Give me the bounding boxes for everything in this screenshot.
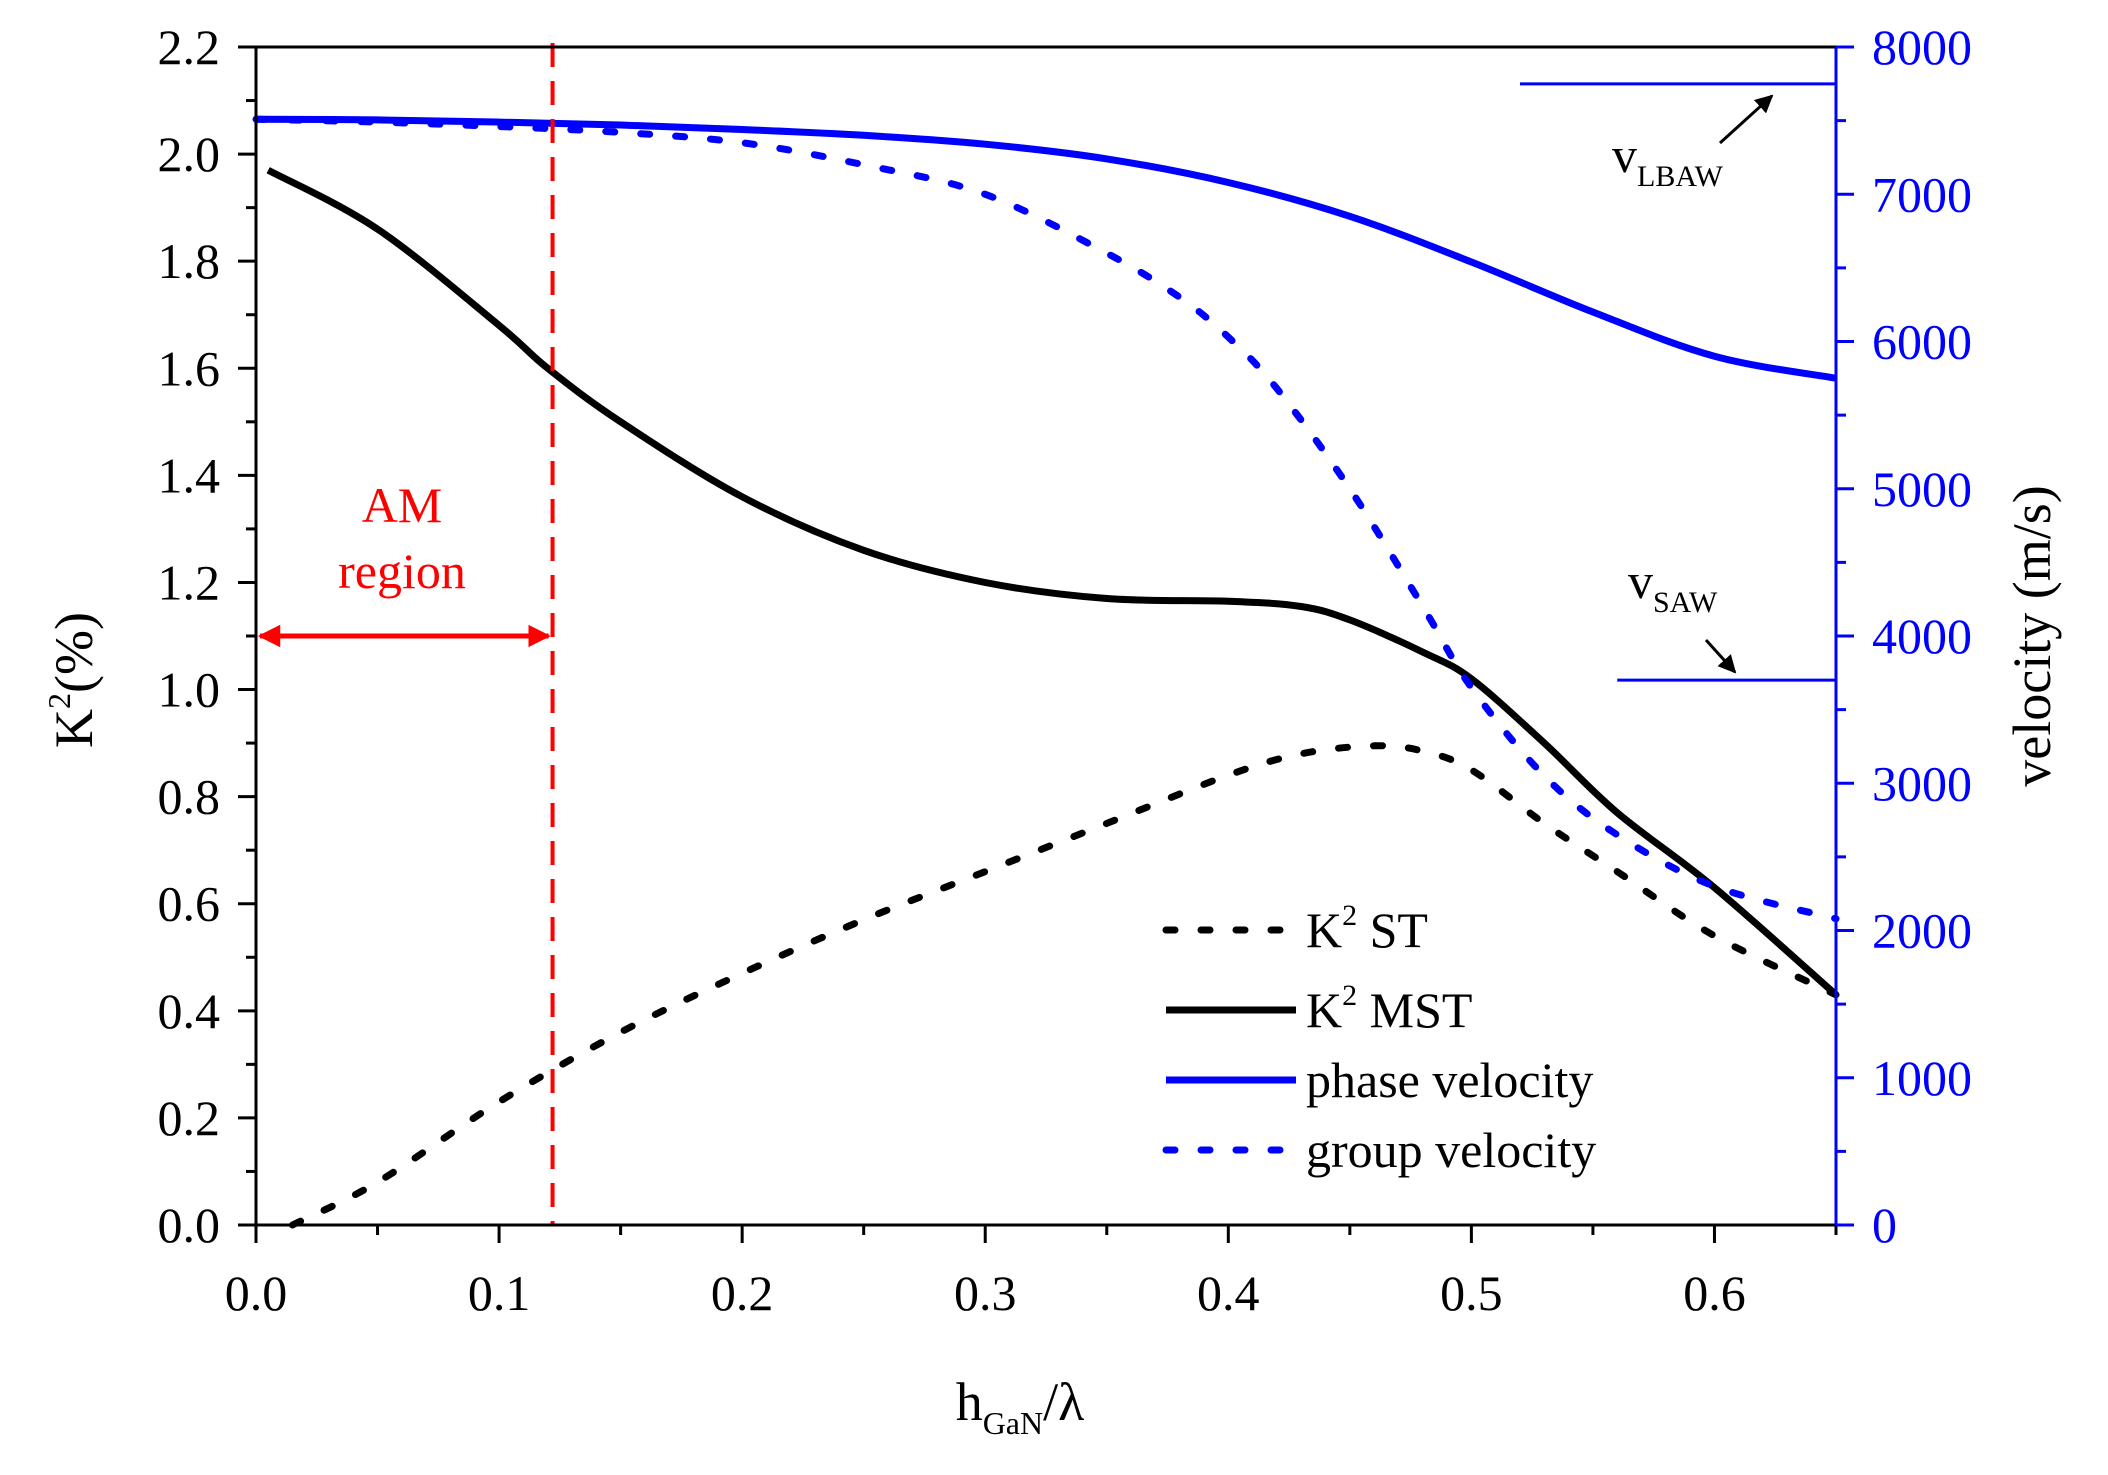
series-line-phase-velocity	[255, 115, 1837, 382]
legend-label-main: group velocity	[1306, 1122, 1596, 1178]
am-region-label-line2: region	[338, 543, 466, 599]
legend-label-phase-velocity: phase velocity	[1306, 1052, 1593, 1108]
x-axis-title-tail: /λ	[1043, 1372, 1084, 1432]
legend-label-main: K	[1306, 982, 1342, 1038]
x-tick-label: 0.2	[711, 1265, 774, 1321]
y-left-tick-label: 0.8	[158, 769, 221, 825]
annotation-layer	[257, 43, 1836, 1225]
y-left-tick-label: 1.4	[158, 447, 221, 503]
x-tick-label: 0.3	[954, 1265, 1017, 1321]
x-axis-title: hGaN/λ	[956, 1372, 1085, 1441]
v-saw-pointer-arrow	[1704, 638, 1737, 674]
x-axis-title-sub: GaN	[983, 1405, 1043, 1441]
legend-label-tail: MST	[1357, 982, 1472, 1038]
legend-label-main: K	[1306, 902, 1342, 958]
legend-label-sup: 2	[1342, 979, 1357, 1012]
legend-label-main: phase velocity	[1306, 1052, 1593, 1108]
v-saw-main: v	[1628, 553, 1653, 609]
v-lbaw-main: v	[1612, 127, 1637, 183]
legend-label-k-mst: K2 MST	[1306, 979, 1472, 1038]
y-left-tick-label: 0.4	[158, 983, 221, 1039]
y-right-tick-label: 4000	[1872, 608, 1972, 664]
x-ticks: 0.0 0.1 0.2 0.3 0.4 0.5 0.6	[225, 1225, 1838, 1321]
y-left-tick-label: 0.2	[158, 1090, 221, 1146]
series-line-k-mst	[266, 167, 1839, 998]
y-right-ticks: 0 1000 2000 3000 4000 5000 6000 7000 8000	[1836, 19, 1972, 1253]
am-region-annotation: AM region	[338, 477, 466, 599]
v-lbaw-label: vLBAW	[1612, 127, 1724, 193]
x-tick-label: 0.6	[1683, 1265, 1746, 1321]
y-right-tick-label: 8000	[1872, 19, 1972, 75]
v-saw-label: vSAW	[1628, 553, 1718, 619]
y-axis-left-title-main: K	[44, 709, 104, 748]
y-left-tick-label: 1.8	[158, 233, 221, 289]
y-right-tick-label: 3000	[1872, 755, 1972, 811]
series-line-group-velocity	[252, 115, 1840, 923]
x-tick-label: 0.4	[1197, 1265, 1260, 1321]
y-left-tick-label: 2.0	[158, 126, 221, 182]
series-layer	[252, 115, 1840, 1229]
y-left-tick-label: 1.6	[158, 340, 221, 396]
y-right-tick-label: 5000	[1872, 461, 1972, 517]
y-axis-left-title: K2(%)	[41, 612, 104, 748]
y-right-tick-label: 0	[1872, 1197, 1897, 1253]
v-lbaw-pointer-arrow	[1718, 94, 1774, 145]
x-tick-label: 0.0	[225, 1265, 288, 1321]
v-lbaw-sub: LBAW	[1637, 160, 1724, 193]
y-right-tick-label: 6000	[1872, 314, 1972, 370]
y-right-tick-label: 2000	[1872, 903, 1972, 959]
y-left-tick-label: 0.0	[158, 1197, 221, 1253]
y-right-tick-label: 1000	[1872, 1050, 1972, 1106]
x-tick-label: 0.1	[468, 1265, 531, 1321]
x-axis-title-main: h	[956, 1372, 983, 1432]
y-axis-right-title: velocity (m/s)	[2002, 485, 2062, 786]
series-line-k-st	[289, 742, 1840, 1229]
am-region-label-line1: AM	[362, 477, 443, 533]
y-left-ticks: 0.0 0.2 0.4 0.6 0.8 1.0 1.2 1.4 1.6 1.8 2.0 2.2	[158, 19, 256, 1253]
y-left-tick-label: 1.0	[158, 662, 221, 718]
legend-label-group-velocity: group velocity	[1306, 1122, 1596, 1178]
legend-label-tail: ST	[1357, 902, 1428, 958]
legend-label-k-st: K2 ST	[1306, 899, 1428, 958]
y-left-tick-label: 2.2	[158, 19, 221, 75]
y-left-tick-label: 1.2	[158, 554, 221, 610]
y-axis-left-title-tail: (%)	[44, 612, 104, 693]
v-saw-sub: SAW	[1653, 586, 1718, 619]
y-left-tick-label: 0.6	[158, 876, 221, 932]
x-tick-label: 0.5	[1440, 1265, 1503, 1321]
y-right-tick-label: 7000	[1872, 166, 1972, 222]
y-axis-left-title-sup: 2	[41, 693, 77, 709]
legend-label-sup: 2	[1342, 899, 1357, 932]
